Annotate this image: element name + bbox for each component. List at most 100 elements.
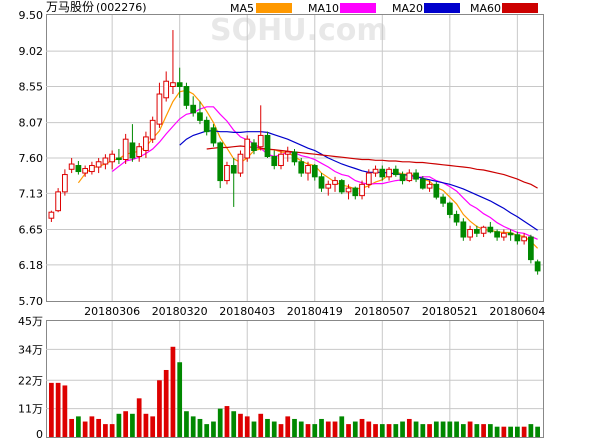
volume-bar: [447, 421, 453, 437]
volume-bar: [535, 426, 540, 437]
legend-swatch: [256, 3, 292, 13]
volume-bar: [427, 424, 432, 437]
candle: [500, 229, 507, 241]
volume-bar: [467, 421, 473, 437]
candle-body: [271, 155, 278, 167]
volume-bar: [494, 426, 500, 437]
candle-body: [251, 142, 257, 151]
volume-bar: [184, 411, 189, 437]
price-tick-label: 5.70: [19, 295, 44, 308]
volume-bar: [514, 426, 520, 437]
candle: [528, 234, 534, 264]
candle: [514, 231, 521, 245]
candle-body: [190, 104, 197, 114]
candle: [338, 179, 345, 195]
volume-bar: [62, 385, 68, 437]
candle-body: [143, 136, 149, 151]
volume-bar: [244, 416, 250, 437]
volume-bar: [89, 416, 95, 437]
candle: [534, 259, 541, 275]
candle-body: [345, 187, 352, 193]
volume-bar: [379, 424, 385, 437]
candle-body: [48, 211, 55, 219]
volume-bar: [285, 416, 291, 437]
volume-bar: [373, 424, 378, 437]
candle: [55, 188, 61, 213]
candle: [224, 161, 230, 185]
candle: [311, 164, 318, 181]
volume-bar: [508, 426, 513, 437]
volume-bar: [528, 424, 534, 437]
candle: [453, 210, 460, 226]
candle-body: [500, 232, 507, 238]
stock-name: 万马股份: [46, 0, 94, 14]
volume-bar: [346, 424, 351, 437]
volume-bar: [420, 424, 426, 437]
candle-body: [136, 146, 143, 157]
date-tick-label: 20180507: [354, 305, 410, 318]
candle-body: [379, 168, 386, 178]
volume-bar: [501, 426, 507, 437]
volume-bar: [157, 380, 162, 437]
candle-body: [278, 153, 284, 167]
date-tick-label: 20180320: [152, 305, 208, 318]
volume-bar: [366, 421, 372, 437]
volume-bar: [190, 416, 196, 437]
candle-body: [365, 172, 372, 185]
candle-body: [109, 153, 116, 163]
candle: [143, 131, 149, 158]
candle-body: [183, 86, 190, 106]
date-tick-label: 20180419: [287, 305, 343, 318]
candle: [433, 182, 440, 200]
candle: [278, 150, 284, 170]
candle-body: [122, 138, 129, 161]
candle: [48, 210, 55, 222]
volume-panel-frame: [46, 320, 544, 438]
candle: [318, 173, 325, 192]
candle: [386, 167, 392, 181]
candle: [217, 141, 224, 189]
candle-body: [116, 157, 122, 161]
candle-body: [521, 236, 527, 242]
volume-bar: [130, 413, 135, 437]
candle: [197, 101, 203, 125]
date-tick-label: 20180604: [489, 305, 545, 318]
volume-bar: [319, 418, 324, 437]
candle-body: [440, 196, 446, 204]
candle: [75, 161, 82, 175]
candle: [102, 154, 109, 170]
volume-bar: [433, 421, 439, 437]
candle: [440, 194, 446, 207]
candle: [89, 161, 95, 175]
grid: [46, 15, 543, 437]
candle: [399, 171, 406, 185]
candle-body: [467, 229, 473, 238]
legend-label: MA10: [308, 2, 339, 15]
ma-line-ma60: [206, 145, 538, 189]
candle-body: [352, 187, 359, 197]
candle-body: [237, 153, 244, 174]
candle: [298, 158, 305, 177]
candle-body: [453, 213, 460, 223]
candle: [413, 169, 419, 183]
legend-label: MA20: [392, 2, 423, 15]
candle: [68, 158, 75, 174]
candle: [521, 233, 527, 245]
volume-bar: [271, 421, 277, 437]
date-tick-label: 20180403: [219, 305, 275, 318]
price-tick-label: 6.65: [19, 224, 44, 237]
candles: [48, 30, 541, 275]
volume-bar: [211, 421, 216, 437]
candle: [244, 135, 251, 162]
volume-bar: [150, 416, 156, 437]
volume-bar: [177, 362, 183, 437]
volume-bar: [400, 421, 405, 437]
volume-bar: [359, 418, 365, 437]
volume-bar: [96, 418, 102, 437]
watermark: SOHU.com: [210, 13, 388, 48]
candle: [406, 169, 413, 183]
volume-bars: [49, 346, 540, 437]
volume-bar: [143, 413, 149, 437]
volume-bar: [298, 421, 304, 437]
volume-bar: [103, 424, 108, 437]
